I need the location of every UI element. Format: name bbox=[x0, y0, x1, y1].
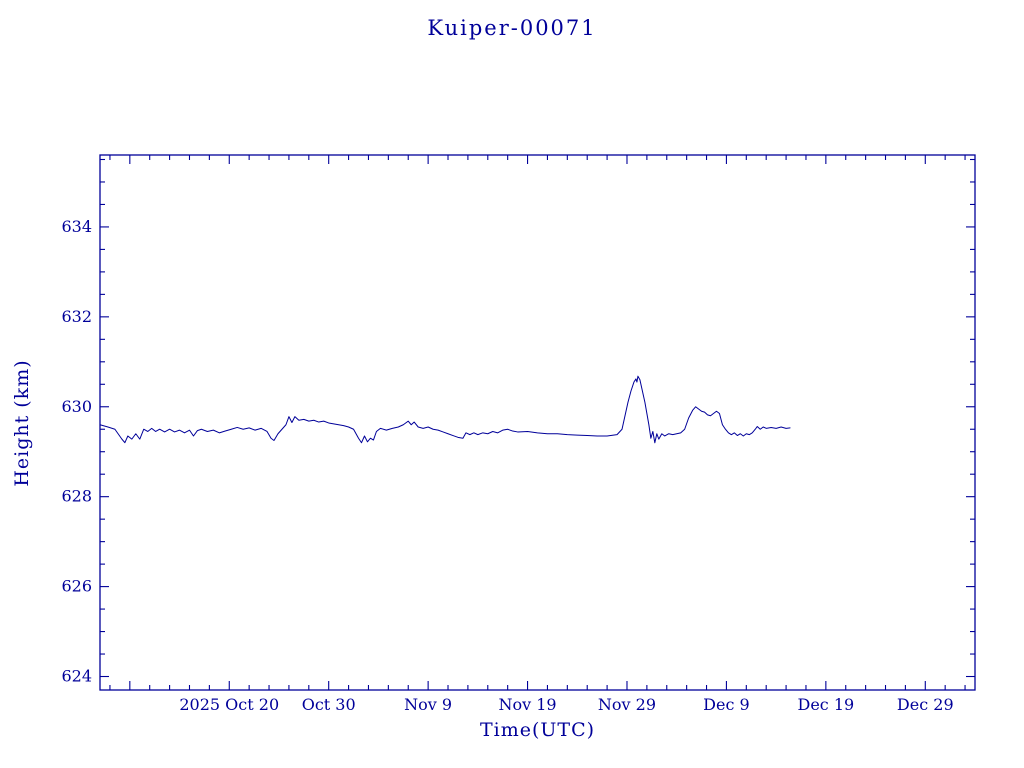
x-tick-label: Dec 19 bbox=[798, 695, 855, 714]
y-tick-label: 624 bbox=[61, 667, 92, 686]
x-tick-label: Nov 29 bbox=[598, 695, 656, 714]
x-tick-label: Nov 19 bbox=[498, 695, 556, 714]
y-tick-label: 634 bbox=[61, 217, 92, 236]
x-tick-label: 2025 Oct 20 bbox=[179, 695, 279, 714]
y-tick-label: 626 bbox=[61, 577, 92, 596]
plot-frame bbox=[99, 154, 976, 691]
x-axis-label: Time(UTC) bbox=[479, 719, 596, 741]
height-series-line bbox=[99, 375, 791, 444]
x-tick-label: Dec 29 bbox=[897, 695, 954, 714]
y-tick-label: 628 bbox=[61, 487, 92, 506]
x-tick-label: Nov 9 bbox=[404, 695, 452, 714]
chart-title: Kuiper-00071 bbox=[427, 16, 597, 40]
y-tick-label: 630 bbox=[61, 397, 92, 416]
x-tick-label: Dec 9 bbox=[703, 695, 750, 714]
x-tick-label: Oct 30 bbox=[302, 695, 356, 714]
y-tick-label: 632 bbox=[61, 307, 92, 326]
